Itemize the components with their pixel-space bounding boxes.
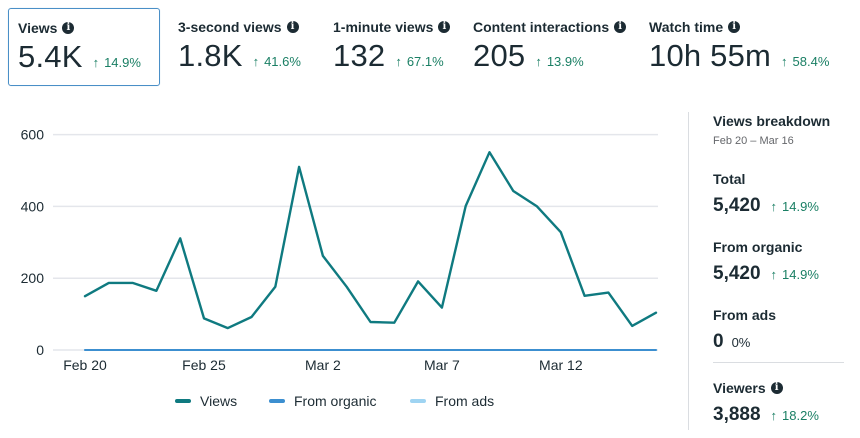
arrow-up-icon: ↑: [92, 55, 100, 70]
vertical-divider: [688, 112, 689, 430]
metric-change: ↑ 58.4%: [781, 54, 829, 69]
arrow-up-icon: ↑: [781, 54, 788, 69]
x-tick-label: Feb 25: [182, 357, 226, 373]
metric-change: ↑ 14.9%: [93, 55, 141, 70]
y-tick-label: 200: [21, 270, 45, 286]
x-tick-label: Mar 12: [539, 357, 583, 373]
metric-label: Views i: [18, 19, 151, 37]
breakdown-organic-value: 5,420: [713, 263, 761, 284]
breakdown-date-range: Feb 20 – Mar 16: [713, 135, 794, 147]
metric-value: 132: [333, 38, 386, 73]
breakdown-organic-change: ↑ 14.9%: [771, 267, 819, 282]
x-tick-label: Feb 20: [63, 357, 107, 373]
metric-label: Watch time i: [649, 18, 829, 36]
change-value: 18.2%: [782, 408, 819, 423]
label-text: From organic: [713, 239, 803, 255]
breakdown-ads-label: From ads: [713, 307, 776, 323]
breakdown-title: Views breakdown: [713, 113, 831, 129]
info-icon[interactable]: i: [614, 21, 627, 33]
breakdown-viewers-label: Viewers i: [713, 380, 783, 396]
legend-label: From organic: [294, 393, 377, 409]
metric-label-text: 3-second views: [178, 19, 282, 35]
metric-label: 1-minute views i: [333, 18, 451, 36]
chart-gridlines: [53, 133, 658, 351]
info-icon[interactable]: i: [286, 21, 299, 33]
metric-value: 1.8K: [178, 38, 243, 73]
metric-label-text: 1-minute views: [333, 19, 434, 35]
metric-change: ↑ 67.1%: [395, 54, 443, 69]
legend-item-from-organic[interactable]: From organic: [269, 393, 376, 409]
info-icon[interactable]: i: [438, 21, 451, 33]
metric-card-views[interactable]: Views i 5.4K ↑ 14.9%: [8, 8, 160, 86]
arrow-up-icon: ↑: [535, 54, 542, 69]
metric-change-value: 41.6%: [264, 54, 301, 69]
label-text: Total: [713, 171, 746, 187]
metric-card-3-second-views[interactable]: 3-second views i 1.8K ↑ 41.6%: [178, 8, 301, 86]
metric-change-value: 67.1%: [406, 54, 444, 69]
label-text: Viewers: [713, 380, 766, 396]
breakdown-ads-row: 0 0%: [713, 331, 750, 353]
metric-change-value: 58.4%: [792, 54, 830, 69]
metric-change-value: 14.9%: [104, 55, 141, 70]
legend-label: From ads: [435, 393, 495, 409]
horizontal-divider: [713, 362, 844, 363]
metric-change: ↑ 13.9%: [535, 54, 583, 69]
views-line-chart[interactable]: 0 200 400 600 Feb 20 Feb 25 Mar 2 Mar 7 Mar 12: [0, 110, 680, 380]
legend-item-views[interactable]: Views: [175, 393, 237, 409]
metric-label: 3-second views i: [178, 18, 301, 36]
y-tick-label: 400: [21, 198, 45, 214]
breakdown-organic-row: 5,420 ↑ 14.9%: [713, 263, 819, 285]
breakdown-total-value: 5,420: [713, 195, 761, 216]
legend-label: Views: [200, 393, 238, 409]
legend-item-from-ads[interactable]: From ads: [410, 393, 494, 409]
arrow-up-icon: ↑: [770, 267, 778, 282]
breakdown-viewers-row: 3,888 ↑ 18.2%: [713, 404, 819, 426]
arrow-up-icon: ↑: [770, 199, 778, 214]
metric-value: 10h 55m: [649, 38, 772, 73]
y-axis-ticks: 0 200 400 600: [21, 127, 45, 358]
breakdown-viewers-value: 3,888: [713, 404, 761, 425]
metric-card-content-interactions[interactable]: Content interactions i 205 ↑ 13.9%: [473, 8, 627, 86]
arrow-up-icon: ↑: [252, 54, 260, 69]
x-axis-ticks: Feb 20 Feb 25 Mar 2 Mar 7 Mar 12: [63, 357, 583, 373]
change-value: 14.9%: [782, 267, 819, 282]
breakdown-organic-label: From organic: [713, 239, 802, 255]
legend-swatch-ads: [410, 399, 426, 403]
x-tick-label: Mar 2: [305, 357, 341, 373]
metric-label-text: Views: [18, 20, 58, 36]
x-tick-label: Mar 7: [424, 357, 460, 373]
info-icon[interactable]: i: [728, 21, 741, 33]
metric-value: 205: [473, 38, 526, 73]
metric-card-1-minute-views[interactable]: 1-minute views i 132 ↑ 67.1%: [333, 8, 451, 86]
breakdown-viewers-change: ↑ 18.2%: [771, 408, 819, 423]
info-icon[interactable]: i: [770, 382, 783, 394]
info-icon[interactable]: i: [62, 22, 75, 34]
metric-label-text: Watch time: [649, 19, 724, 35]
metric-label: Content interactions i: [473, 18, 627, 36]
metric-change: ↑ 41.6%: [253, 54, 301, 69]
breakdown-total-label: Total: [713, 171, 745, 187]
metric-change-value: 13.9%: [546, 54, 584, 69]
label-text: From ads: [713, 307, 777, 323]
metric-label-text: Content interactions: [473, 19, 610, 35]
legend-swatch-organic: [269, 399, 285, 403]
legend-swatch-views: [175, 399, 191, 403]
breakdown-total-row: 5,420 ↑ 14.9%: [713, 195, 819, 217]
y-tick-label: 0: [36, 342, 44, 358]
arrow-up-icon: ↑: [395, 54, 402, 69]
arrow-up-icon: ↑: [770, 408, 778, 423]
series-line-views: [83, 151, 658, 330]
breakdown-ads-change: 0%: [731, 335, 751, 350]
metric-card-watch-time[interactable]: Watch time i 10h 55m ↑ 58.4%: [649, 8, 829, 86]
chart-series: [83, 151, 658, 351]
y-tick-label: 600: [21, 127, 45, 143]
change-value: 14.9%: [782, 199, 819, 214]
breakdown-total-change: ↑ 14.9%: [771, 199, 819, 214]
metric-value: 5.4K: [18, 39, 83, 74]
breakdown-ads-value: 0: [713, 331, 724, 352]
